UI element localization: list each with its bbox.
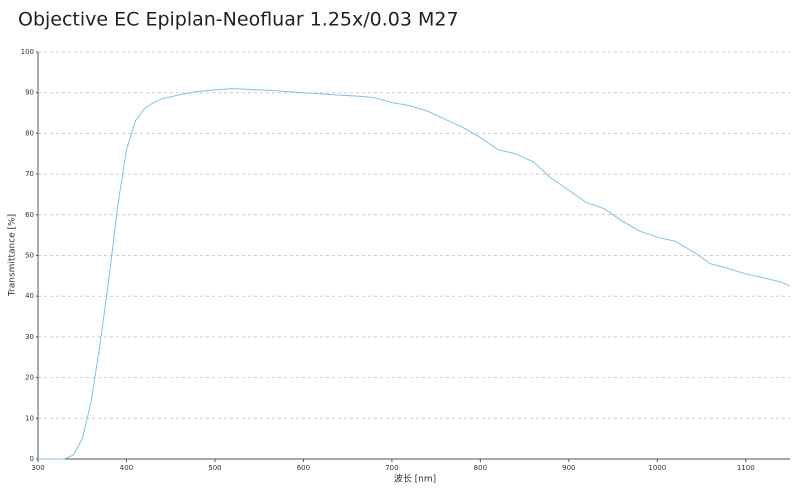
x-tick-label: 700: [385, 464, 398, 472]
y-tick-label: 50: [25, 252, 34, 260]
x-tick-label: 1100: [737, 464, 755, 472]
y-tick-label: 10: [25, 414, 34, 422]
y-tick-label: 90: [25, 89, 34, 97]
y-tick-label: 20: [25, 374, 34, 382]
x-tick-label: 800: [474, 464, 487, 472]
x-tick-label: 400: [120, 464, 133, 472]
x-tick-label: 300: [31, 464, 44, 472]
y-tick-label: 70: [25, 170, 34, 178]
data-line: [38, 88, 791, 460]
x-tick-label: 1000: [648, 464, 666, 472]
y-tick-label: 100: [21, 48, 34, 56]
x-tick-label: 900: [562, 464, 575, 472]
y-tick-label: 60: [25, 211, 34, 219]
x-tick-label: 600: [297, 464, 310, 472]
y-tick-label: 40: [25, 292, 34, 300]
y-tick-label: 0: [30, 455, 34, 463]
x-axis-label: 波长 [nm]: [394, 473, 436, 485]
x-tick-label: 500: [208, 464, 221, 472]
y-tick-label: 80: [25, 129, 34, 137]
y-tick-label: 30: [25, 333, 34, 341]
chart-title: Objective EC Epiplan-Neofluar 1.25x/0.03…: [18, 9, 459, 31]
y-axis-label: Transmittance [%]: [8, 214, 18, 297]
